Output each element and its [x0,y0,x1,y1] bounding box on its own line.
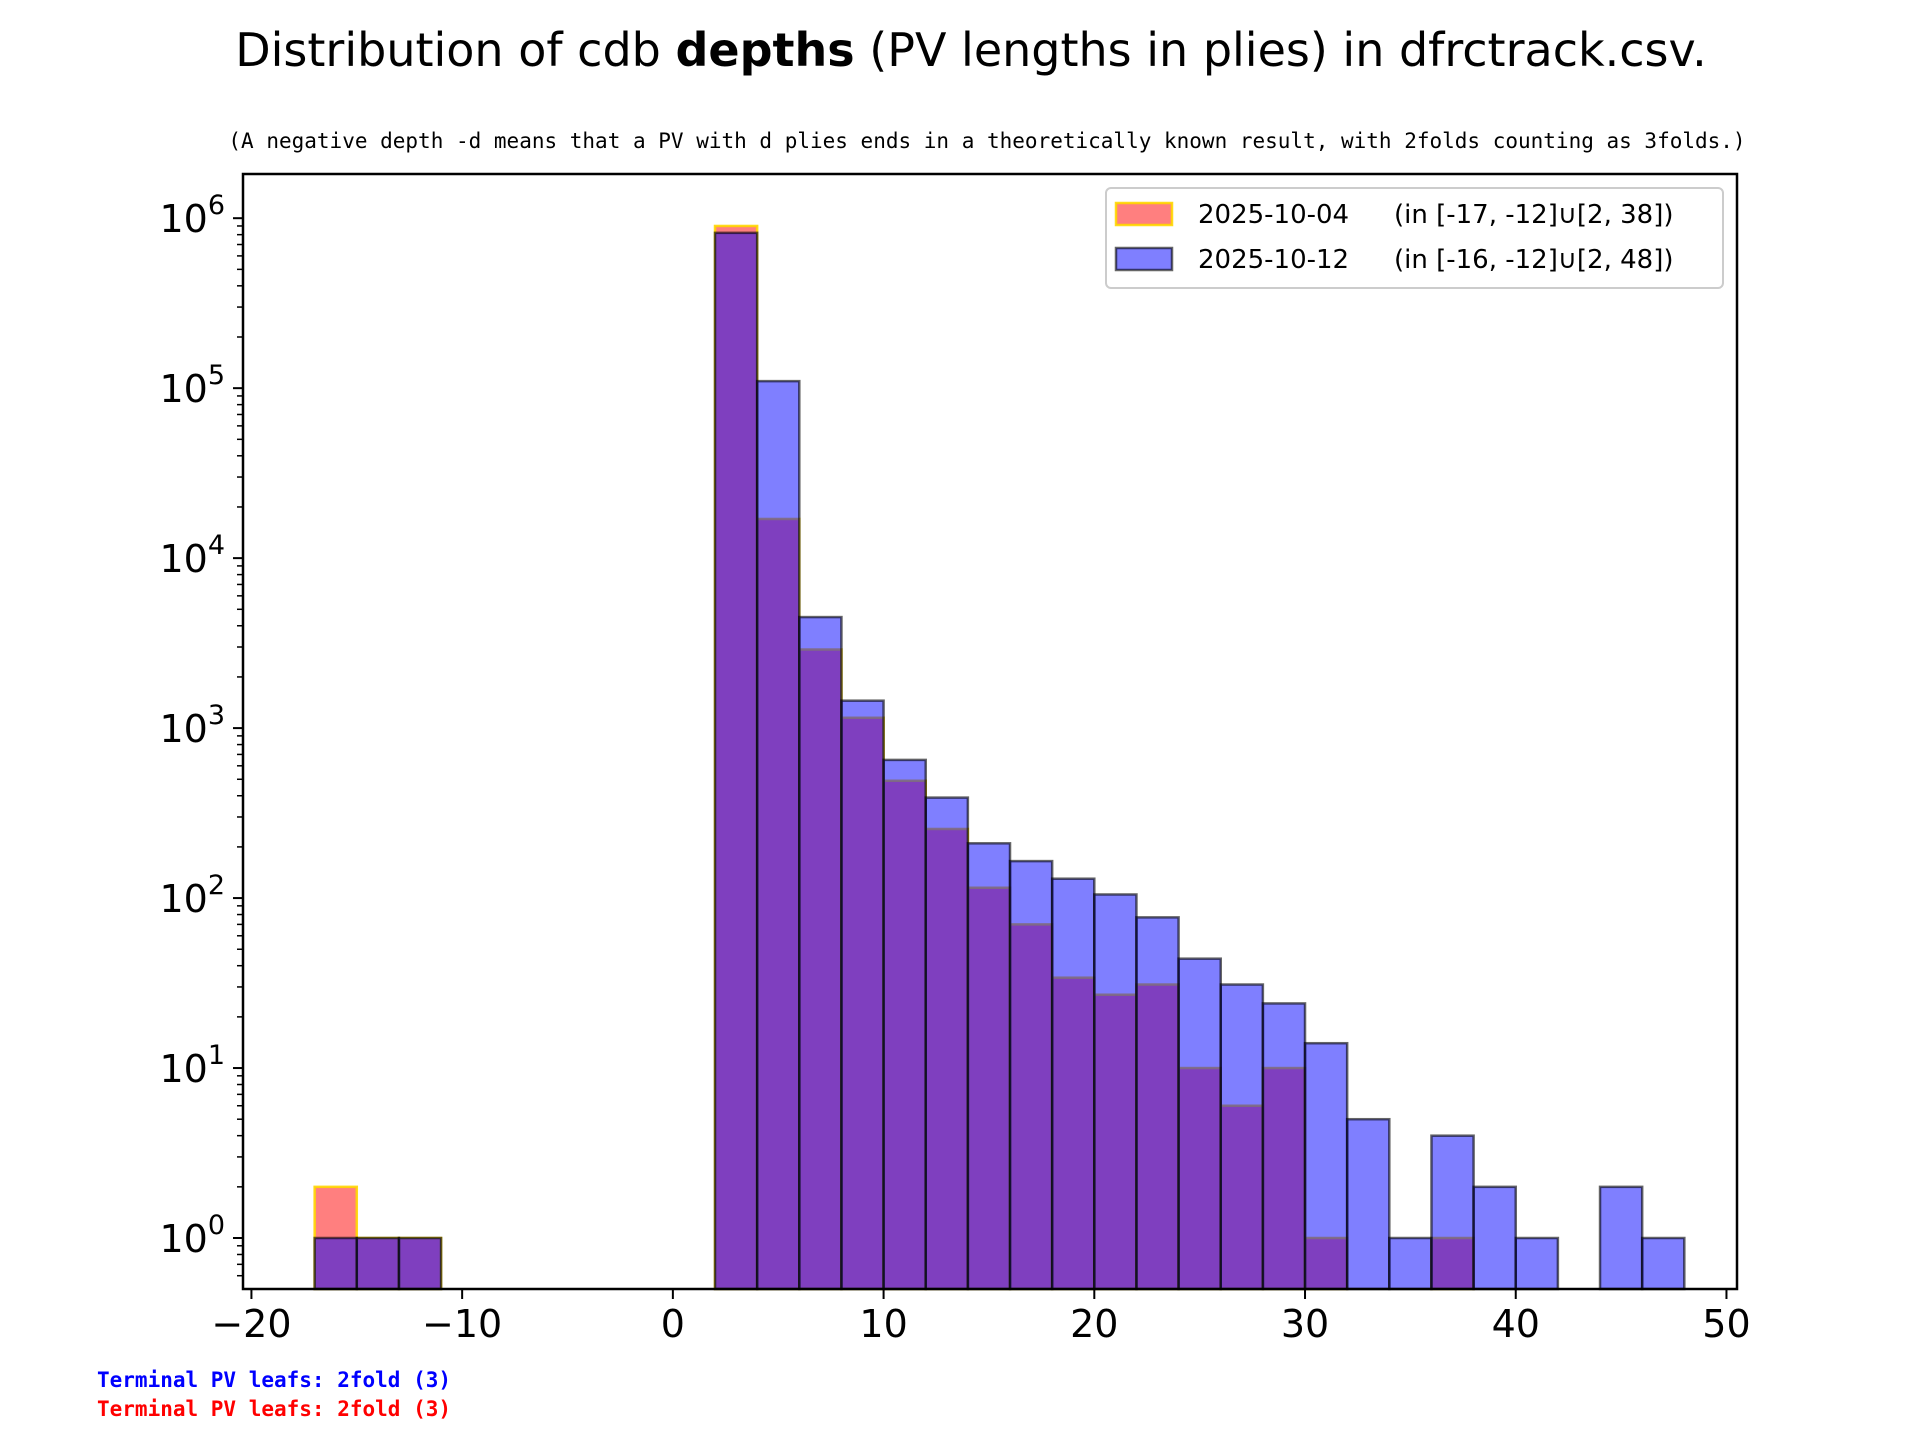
bar-2025-10-12--13 [397,1236,443,1291]
bar-2025-10-12-26 [1219,983,1265,1291]
footnote-blue: Terminal PV leafs: 2fold (3) [97,1368,451,1392]
y-tick-exponent: 2 [208,870,225,901]
y-tick-label: 100 [159,1210,225,1261]
bar-2025-10-12-18 [1050,877,1096,1291]
bar-2025-10-12-2 [713,231,759,1291]
x-tick-label: 0 [661,1302,685,1346]
chart-title-bold: depths [675,23,854,77]
y-tick-base: 10 [159,197,207,241]
y-tick-base: 10 [159,537,207,581]
plot-frame [241,172,1739,1291]
y-tick-exponent: 0 [208,1210,225,1241]
footnote-red: Terminal PV leafs: 2fold (3) [97,1397,451,1421]
legend-range-2025-10-12: (in [-16, -12]∪[2, 48]) [1394,245,1673,275]
y-tick-label: 105 [159,360,225,411]
bar-2025-10-12-36 [1430,1134,1475,1291]
chart-subtitle: (A negative depth -d means that a PV wit… [228,129,1745,153]
bar-2025-10-12-34 [1388,1236,1433,1291]
bar-2025-10-12-4 [755,379,801,1291]
x-tick-label: −10 [422,1302,502,1346]
x-tick-label: 20 [1070,1302,1118,1346]
series-1-bars [313,231,1686,1291]
y-tick-label: 106 [159,190,225,241]
x-tick-label: 50 [1702,1302,1750,1346]
bar-2025-10-12-24 [1177,957,1222,1291]
bar-2025-10-12--17 [313,1236,359,1291]
bar-2025-10-12-28 [1261,1002,1307,1291]
legend-label-2025-10-04: 2025-10-04 [1198,200,1349,230]
bar-2025-10-12-46 [1640,1236,1686,1291]
x-tick-label: 40 [1492,1302,1540,1346]
bar-2025-10-12-30 [1303,1041,1349,1291]
bars-layer [313,224,1686,1291]
legend-box [1105,187,1724,289]
chart-title-suffix: (PV lengths in plies) in dfrctrack.csv. [855,23,1707,77]
x-tick-label: −20 [211,1302,291,1346]
y-tick-label: 104 [159,530,225,581]
bar-2025-10-12-38 [1472,1185,1517,1291]
y-tick-base: 10 [159,367,207,411]
y-tick-exponent: 5 [208,360,225,391]
bar-2025-10-12-40 [1514,1236,1560,1291]
y-tick-base: 10 [159,1217,207,1261]
x-tick-label: 30 [1281,1302,1329,1346]
bar-2025-10-12-32 [1345,1117,1391,1291]
bar-2025-10-12-16 [1008,859,1054,1291]
y-tick-exponent: 4 [208,530,225,561]
y-tick-exponent: 3 [208,700,225,731]
bar-2025-10-12-6 [798,615,843,1291]
bar-2025-10-12-10 [882,758,927,1291]
legend-swatch-2025-10-12 [1114,246,1174,272]
x-axis: −20 −10 0 10 20 30 40 50 [211,1289,1751,1346]
chart-title-prefix: Distribution of cdb [235,23,675,77]
y-tick-base: 10 [159,1047,207,1091]
y-tick-label: 101 [159,1040,225,1091]
bar-2025-10-12-20 [1093,893,1138,1291]
y-tick-label: 103 [159,700,225,751]
y-tick-base: 10 [159,877,207,921]
y-tick-label: 102 [159,870,225,921]
bar-2025-10-12-12 [924,796,970,1291]
bar-2025-10-12--15 [355,1236,401,1291]
bar-2025-10-12-8 [840,699,885,1291]
legend-label-2025-10-12: 2025-10-12 [1198,245,1349,275]
y-tick-exponent: 6 [208,190,225,221]
x-tick-label: 10 [859,1302,907,1346]
legend: 2025-10-04 (in [-17, -12]∪[2, 38]) 2025-10… [1105,187,1724,289]
y-tick-base: 10 [159,707,207,751]
legend-range-2025-10-04: (in [-17, -12]∪[2, 38]) [1394,200,1673,230]
bar-2025-10-12-14 [966,842,1012,1291]
bar-2025-10-12-22 [1135,916,1180,1291]
bar-2025-10-12-44 [1598,1185,1644,1291]
chart-title: Distribution of cdb depths (PV lengths i… [235,23,1707,77]
y-tick-exponent: 1 [208,1040,225,1071]
legend-swatch-2025-10-04 [1114,201,1174,227]
